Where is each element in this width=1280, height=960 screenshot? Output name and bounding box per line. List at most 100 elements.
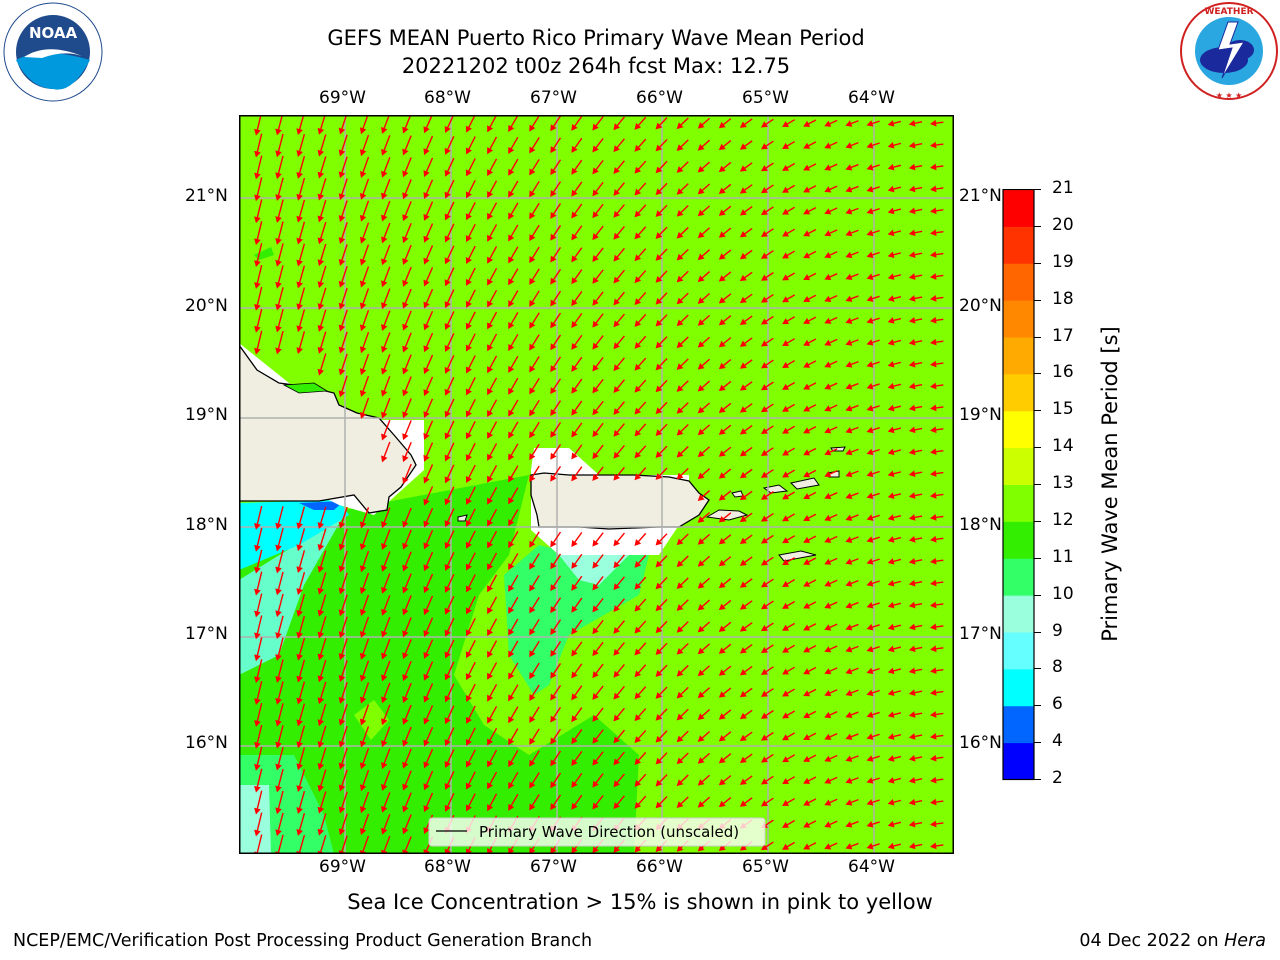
wave-arrow-head (423, 301, 430, 309)
wave-arrow-head (655, 297, 663, 305)
wave-arrow-head (845, 777, 853, 784)
wave-arrow-head (739, 143, 747, 150)
wave-arrow (697, 314, 711, 326)
wave-arrow-head (402, 126, 409, 134)
wave-arrow (444, 661, 455, 681)
wave-arrow (887, 798, 902, 806)
wave-arrow (655, 577, 668, 590)
wave-arrow (676, 161, 689, 173)
wave-arrow (359, 813, 370, 835)
wave-arrow-head (592, 276, 599, 284)
wave-arrow (634, 686, 647, 700)
wave-arrow (359, 266, 370, 288)
colorbar-tick-label: 18 (1052, 288, 1074, 309)
wave-arrow (908, 711, 923, 718)
wave-arrow (634, 226, 647, 240)
wave-arrow-head (697, 581, 705, 589)
wave-arrow-head (908, 492, 916, 499)
land-bvi (789, 477, 820, 490)
wave-arrow-head (487, 409, 494, 418)
lon-tick-bottom-6: 64°W (848, 857, 895, 877)
wave-arrow (296, 265, 306, 289)
wave-arrow-head (697, 735, 705, 742)
wave-arrow (866, 207, 880, 215)
wave-arrow (887, 470, 902, 478)
wave-arrow-head (697, 209, 705, 217)
wave-arrow-head (613, 583, 620, 591)
wave-arrow-head (760, 603, 768, 610)
colorbar-tick-mark (1034, 299, 1041, 301)
wave-arrow (845, 207, 859, 215)
wave-arrow (529, 334, 540, 351)
wave-arrow (739, 293, 753, 304)
wave-arrow-head (634, 166, 642, 174)
wave-arrow (296, 615, 306, 639)
wave-arrow-head (465, 804, 472, 812)
wave-arrow (275, 199, 284, 223)
wave-arrow (487, 618, 498, 637)
wave-arrow (444, 420, 455, 440)
wave-arrow-head (697, 297, 705, 304)
wave-arrow-head (929, 207, 937, 215)
wave-arrow-head (845, 317, 853, 324)
wave-arrow (359, 156, 370, 178)
wave-arrow-head (613, 429, 620, 437)
wave-arrow-head (908, 601, 916, 609)
wave-arrow-head (739, 406, 747, 413)
wave-arrow (803, 119, 817, 127)
wave-arrow (655, 598, 668, 612)
wave-arrow-head (254, 807, 261, 815)
wave-arrow (444, 135, 455, 155)
wave-arrow-head (592, 298, 599, 306)
wave-arrow-head (782, 668, 790, 675)
wave-arrow (739, 665, 753, 676)
colorbar-tick-label: 8 (1052, 657, 1063, 678)
wave-arrow-head (718, 559, 726, 567)
wave-arrow (634, 554, 647, 568)
wave-arrow (275, 243, 284, 267)
wave-arrow-head (739, 778, 747, 785)
wave-arrow (550, 465, 562, 482)
wave-arrow-head (254, 588, 261, 596)
wave-arrow (508, 268, 519, 286)
wave-arrow (845, 820, 859, 828)
wave-arrow-head (929, 338, 937, 346)
wave-arrow-head (338, 696, 346, 704)
wave-arrow-head (634, 560, 642, 568)
wave-arrow-head (866, 295, 874, 302)
wave-arrow-head (571, 846, 578, 854)
wave-arrow-head (592, 649, 599, 657)
wave-arrow-head (381, 718, 388, 726)
wave-arrow (423, 332, 434, 353)
wave-arrow (359, 353, 370, 376)
wave-arrow (824, 689, 838, 697)
wave-arrow-head (487, 607, 494, 615)
wave-arrow-head (803, 536, 811, 543)
wave-arrow (381, 748, 391, 769)
wave-arrow (444, 573, 455, 593)
wave-arrow (782, 316, 796, 325)
wave-arrow (423, 223, 434, 243)
wave-arrow-head (655, 735, 663, 743)
wave-arrow (550, 356, 562, 373)
wave-arrow-head (613, 167, 620, 175)
wave-arrow-head (296, 566, 303, 574)
wave-arrow-head (866, 229, 874, 237)
wave-arrow (613, 204, 625, 218)
wave-arrow-head (824, 164, 832, 171)
wave-arrow (929, 251, 944, 258)
wave-arrow-head (423, 761, 430, 769)
wave-arrow (676, 380, 689, 392)
wave-arrow (529, 159, 540, 176)
wave-arrow (423, 486, 434, 506)
wave-arrow-head (508, 760, 515, 768)
wave-arrow-head (275, 785, 282, 793)
wave-arrow (655, 686, 668, 699)
wave-arrow (782, 622, 796, 631)
wave-arrow (718, 775, 732, 786)
wave-arrow (697, 490, 711, 501)
wave-arrow (402, 332, 412, 353)
wave-arrow-head (824, 295, 832, 302)
wave-arrow-head (760, 427, 768, 435)
wave-arrow-head (803, 208, 811, 215)
